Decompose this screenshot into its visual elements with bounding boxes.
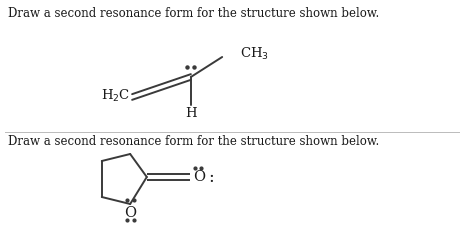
Text: Draw a second resonance form for the structure shown below.: Draw a second resonance form for the str… — [8, 7, 379, 20]
Text: H: H — [185, 107, 197, 120]
Text: CH$_3$: CH$_3$ — [240, 46, 269, 62]
Text: O: O — [193, 170, 205, 184]
Text: Draw a second resonance form for the structure shown below.: Draw a second resonance form for the str… — [8, 135, 379, 148]
Text: :: : — [209, 169, 214, 185]
Text: O: O — [124, 206, 136, 220]
Text: H$_2$C: H$_2$C — [101, 88, 130, 104]
